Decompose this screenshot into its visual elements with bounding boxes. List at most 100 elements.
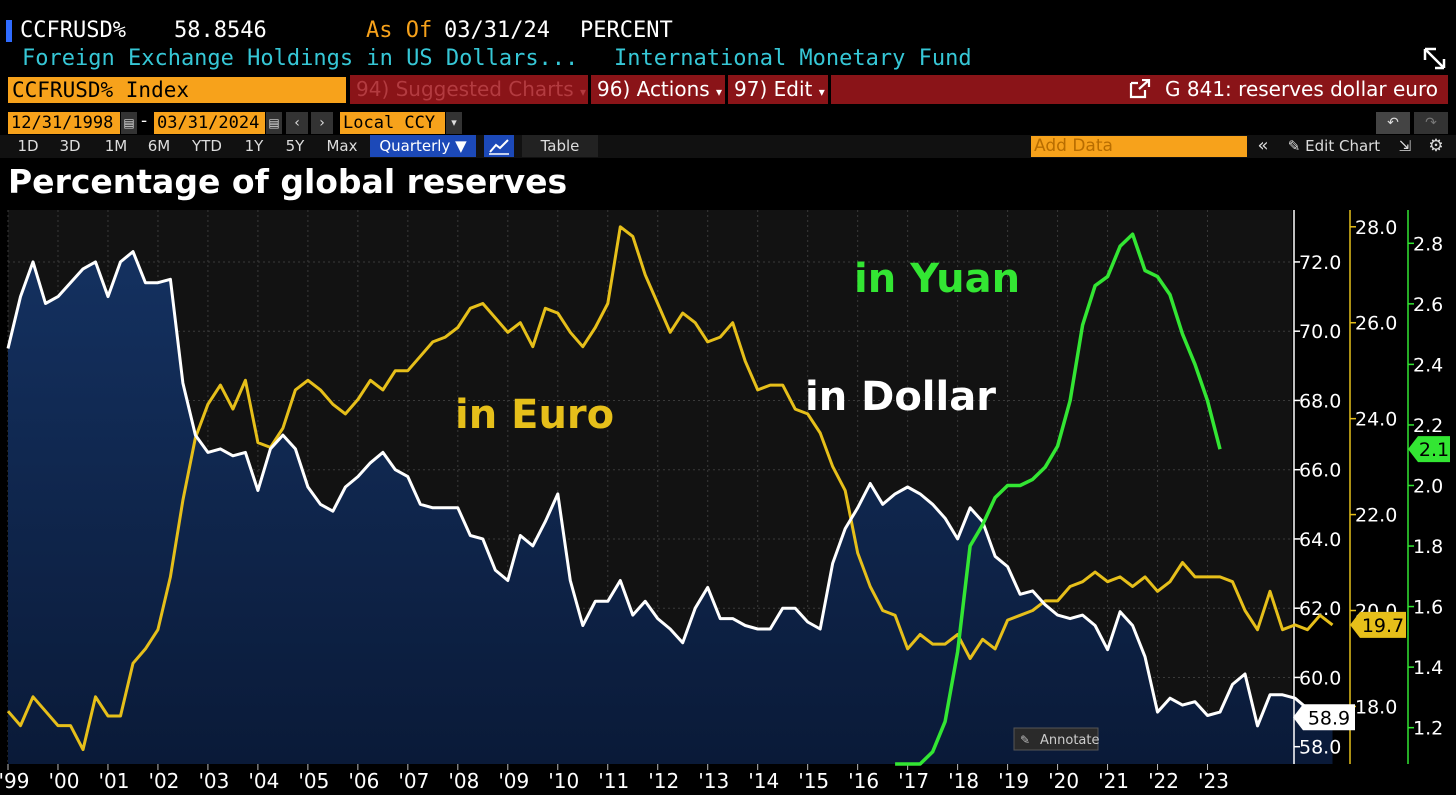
x-tick-label: '11 [598,769,629,793]
chart-id-bar[interactable]: G 841: reserves dollar euro [831,75,1448,104]
period-toolbar: 1D 3D 1M 6M YTD 1Y 5Y Max Quarterly ▼ Ta… [0,135,1456,158]
euro-last-label-box [1350,611,1406,638]
x-tick-label: '00 [49,769,80,793]
ticker-marker [6,20,12,42]
euro-last-label: 19.7 [1350,611,1406,638]
x-tick-label: '17 [898,769,929,793]
yuan-tick-label: 2.6 [1413,294,1443,316]
line-chart-icon[interactable] [484,135,514,157]
period-1d-button[interactable]: 1D [17,137,39,155]
yuan-series-line [895,232,1222,766]
edit-menu[interactable]: 97) Edit ▾ [728,75,828,104]
calendar-icon[interactable]: ▤ [121,112,137,134]
euro-tick-label: 24.0 [1355,409,1397,431]
start-date-field[interactable]: 12/31/1998 [8,112,120,134]
period-max-button[interactable]: Max [326,137,358,155]
frequency-select[interactable]: Quarterly ▼ [370,135,476,157]
add-data-field[interactable]: Add Data [1031,136,1247,157]
euro-tick-label: 26.0 [1355,313,1397,335]
x-tick-label: '12 [648,769,679,793]
security-field[interactable]: CCFRUSD% Index [8,77,346,103]
actions-label: 96) Actions [597,77,710,101]
dollar-tick-label: 72.0 [1299,252,1341,274]
y-axis-ticks: 58.060.062.064.066.068.070.072.018.020.0… [1294,217,1443,759]
x-tick-label: '04 [248,769,279,793]
x-tick-label: '19 [998,769,1029,793]
period-ytd-button[interactable]: YTD [192,137,222,155]
security-header: CCFRUSD% 58.8546 As Of 03/31/24 PERCENT [0,14,1456,46]
dollar-last-label-box [1293,704,1355,731]
x-axis-labels: '99 '00 '01 '02 '03 '04 '05 '06 '07 '08 '09 '10 '11 '… [0,764,1229,793]
dollar-tick-label: 62.0 [1299,598,1341,620]
series-source: International Monetary Fund [614,46,972,71]
annotation-yuan: in Yuan [854,256,1020,302]
chevron-down-icon: ▾ [716,85,723,99]
chevron-down-icon[interactable]: ▾ [446,112,462,134]
calendar-icon[interactable]: ▤ [266,112,282,134]
end-date-field[interactable]: 03/31/2024 [154,112,265,134]
description-row: Foreign Exchange Holdings in US Dollars.… [0,46,1456,74]
euro-series-line [6,225,1334,752]
frequency-label: Quarterly [379,137,451,155]
suggested-charts-menu[interactable]: 94) Suggested Charts ▾ [350,75,588,104]
undo-icon[interactable]: ↶ [1376,112,1410,134]
yuan-tick-label: 2.2 [1413,415,1443,437]
x-tick-label: '99 [0,769,29,793]
edit-layout-icon[interactable]: ⇲ [1398,137,1412,155]
yuan-last-label: 2.1 [1408,436,1450,463]
pencil-icon: ✎ [1020,733,1030,747]
currency-select[interactable]: Local CCY [340,112,445,134]
x-tick-label: '13 [698,769,729,793]
dollar-tick-label: 66.0 [1299,460,1341,482]
yuan-tick-label: 2.0 [1413,475,1443,497]
period-1m-button[interactable]: 1M [104,137,128,155]
euro-tick-label: 28.0 [1355,217,1397,239]
collapse-icon[interactable]: « [1257,135,1269,156]
gear-icon[interactable]: ⚙ [1428,136,1444,156]
unit-label: PERCENT [580,18,673,43]
annotate-label: Annotate [1040,733,1099,748]
x-tick-label: '06 [348,769,379,793]
menu-bar: CCFRUSD% Index 94) Suggested Charts ▾ 96… [0,75,1456,104]
as-of-date: 03/31/24 [444,18,550,43]
period-1y-button[interactable]: 1Y [244,137,264,155]
dollar-tick-label: 64.0 [1299,529,1341,551]
redo-icon[interactable]: ↷ [1414,112,1448,134]
dollar-series-line [6,250,1334,728]
dollar-tick-label: 58.0 [1299,737,1341,759]
x-tick-label: '14 [748,769,779,793]
date-separator: - [141,111,148,131]
table-button[interactable]: Table [522,135,598,157]
period-6m-button[interactable]: 6M [147,137,171,155]
expand-icon[interactable] [1422,46,1448,72]
axis-lines [1293,210,1409,764]
x-tick-label: '09 [498,769,529,793]
annotation-dollar: in Dollar [805,374,996,420]
yuan-tick-label: 2.8 [1413,233,1443,255]
actions-menu[interactable]: 96) Actions ▾ [591,75,725,104]
euro-last-label-text: 19.7 [1362,615,1404,637]
chevron-down-icon: ▾ [580,85,587,99]
caret-down-icon: ▼ [455,137,467,155]
chevron-down-icon: ▾ [818,85,825,99]
period-3d-button[interactable]: 3D [59,137,81,155]
chevron-right-icon[interactable]: › [311,112,333,134]
chevron-left-icon[interactable]: ‹ [286,112,308,134]
date-range-row: 12/31/1998 ▤ - 03/31/2024 ▤ ‹ › Local CC… [0,111,1456,135]
annotate-button[interactable]: ✎ Annotate [1013,727,1099,751]
last-value-labels: 58.9 19.7 2.1 [1293,436,1450,731]
x-tick-label: '03 [198,769,229,793]
edit-chart-button[interactable]: ✎ Edit Chart [1280,135,1388,157]
x-tick-label: '07 [398,769,429,793]
dollar-last-label-text: 58.9 [1308,707,1350,729]
x-tick-label: '16 [848,769,879,793]
as-of-label: As Of [366,18,433,43]
x-tick-label: '22 [1148,769,1179,793]
x-tick-label: '01 [98,769,129,793]
edit-chart-label: Edit Chart [1305,137,1381,155]
ticker-symbol: CCFRUSD% [20,18,126,43]
series-description: Foreign Exchange Holdings in US Dollars.… [22,46,579,71]
dollar-tick-label: 70.0 [1299,321,1341,343]
edit-label: 97) Edit [734,77,813,101]
period-5y-button[interactable]: 5Y [285,137,305,155]
